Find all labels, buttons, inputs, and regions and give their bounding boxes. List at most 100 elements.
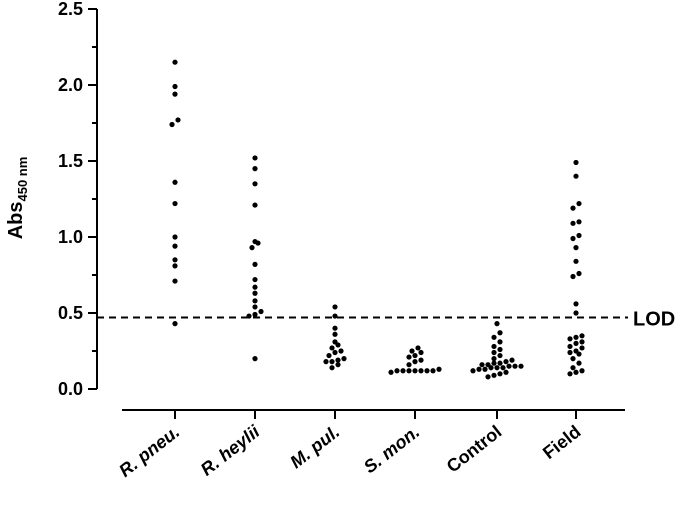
data-point	[406, 362, 412, 368]
data-point	[252, 181, 258, 187]
x-category-label: M. pul.	[286, 421, 343, 472]
data-point	[570, 356, 576, 362]
data-point	[412, 368, 418, 374]
data-point	[494, 365, 500, 371]
data-point	[388, 369, 394, 375]
data-point	[573, 245, 579, 251]
data-point	[479, 362, 485, 368]
data-point	[491, 334, 497, 340]
data-point	[172, 243, 178, 249]
data-point	[579, 333, 585, 339]
data-point	[485, 362, 491, 368]
y-tick-label: 0.0	[58, 379, 83, 399]
data-point	[172, 257, 178, 263]
x-category-label: R. pneu.	[115, 421, 183, 480]
data-point	[172, 234, 178, 240]
data-point	[172, 278, 178, 284]
data-point	[252, 311, 258, 318]
y-tick-label: 0.5	[58, 303, 83, 323]
data-point	[406, 368, 412, 374]
data-point	[576, 360, 582, 366]
data-point	[570, 235, 576, 242]
data-point	[470, 368, 476, 374]
y-tick-label: 1.0	[58, 227, 83, 247]
data-point	[329, 359, 335, 365]
data-point	[412, 359, 418, 365]
data-point	[573, 348, 579, 354]
data-point	[175, 117, 181, 123]
data-point	[570, 220, 576, 226]
data-point	[491, 349, 497, 356]
data-point	[332, 304, 338, 310]
data-point	[326, 352, 332, 359]
data-point	[579, 368, 585, 374]
data-point	[252, 276, 258, 283]
data-point	[476, 366, 482, 372]
data-point	[418, 357, 424, 363]
data-point	[497, 346, 503, 353]
data-point	[424, 368, 430, 374]
data-point	[252, 261, 258, 267]
data-point	[491, 360, 497, 366]
data-point	[332, 313, 338, 319]
data-point	[332, 339, 338, 345]
data-point	[335, 362, 341, 368]
y-tick-label: 2.0	[58, 75, 83, 95]
data-point	[491, 372, 497, 378]
x-category-label: S. mon.	[360, 421, 424, 477]
data-point	[573, 334, 579, 340]
data-point	[506, 363, 512, 369]
data-point	[246, 313, 252, 319]
data-point	[172, 83, 178, 90]
data-point	[579, 345, 585, 351]
data-point	[332, 331, 338, 337]
data-point	[573, 369, 579, 375]
data-point	[567, 349, 573, 356]
data-point	[400, 368, 406, 374]
data-point	[570, 205, 576, 211]
data-point	[497, 352, 503, 359]
data-point	[579, 339, 585, 345]
data-point	[332, 325, 338, 331]
data-point	[418, 368, 424, 374]
data-point	[252, 166, 258, 172]
lod-label: LOD	[633, 309, 675, 331]
data-point	[500, 365, 506, 371]
data-point	[169, 121, 175, 128]
data-point	[335, 357, 341, 363]
data-point	[567, 371, 573, 377]
data-point	[329, 345, 335, 351]
data-point	[338, 348, 344, 354]
data-point	[576, 200, 582, 207]
data-point	[252, 356, 258, 362]
data-point	[412, 352, 418, 359]
data-point	[573, 258, 579, 264]
data-point	[497, 330, 503, 336]
data-point	[509, 357, 515, 363]
data-point	[497, 360, 503, 366]
data-point	[573, 301, 579, 307]
data-point	[576, 219, 582, 225]
data-point	[409, 348, 415, 354]
x-category-label: Control	[443, 421, 506, 476]
data-point	[252, 238, 258, 245]
data-point	[494, 321, 500, 327]
data-point	[497, 339, 503, 345]
y-tick-label: 2.5	[58, 0, 83, 19]
data-point	[512, 363, 518, 369]
data-point	[252, 290, 258, 296]
data-point	[570, 365, 576, 371]
data-point	[394, 368, 400, 374]
y-tick-label: 1.5	[58, 151, 83, 171]
data-point	[172, 200, 178, 207]
data-point	[503, 359, 509, 365]
data-point	[570, 273, 576, 280]
data-point	[485, 374, 491, 380]
x-axis: R. pneu. R. heylii M. pul. S. mon. Control Fi…	[115, 409, 625, 481]
data-point	[576, 270, 582, 277]
y-axis-title: Abs450 nm	[5, 157, 30, 240]
data-point	[323, 359, 329, 365]
y-axis-title-sub: 450 nm	[15, 157, 30, 202]
data-point	[252, 304, 258, 310]
